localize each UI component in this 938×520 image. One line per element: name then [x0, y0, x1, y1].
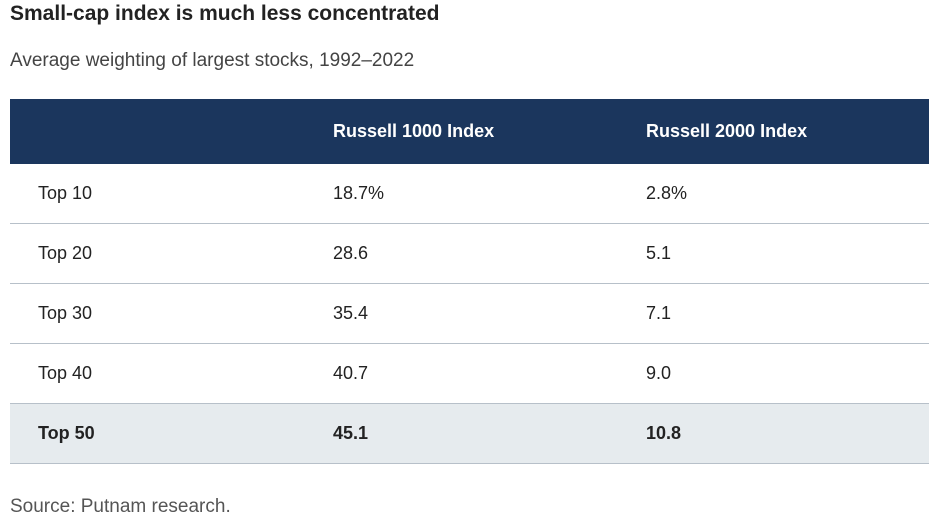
- chart-subtitle: Average weighting of largest stocks, 199…: [10, 50, 415, 71]
- table-body: Top 10 18.7% 2.8% Top 20 28.6 5.1 Top 30…: [10, 164, 929, 464]
- header-cell-russell-1000: Russell 1000 Index: [333, 99, 646, 164]
- header-cell-russell-2000: Russell 2000 Index: [646, 99, 929, 164]
- source-note: Source: Putnam research.: [10, 496, 231, 517]
- cell-russell-1000: 45.1: [333, 403, 646, 464]
- cell-russell-2000: 2.8%: [646, 164, 929, 224]
- cell-russell-1000: 40.7: [333, 343, 646, 404]
- cell-russell-2000: 9.0: [646, 343, 929, 404]
- header-row: Russell 1000 Index Russell 2000 Index: [10, 99, 929, 164]
- table-header: Russell 1000 Index Russell 2000 Index: [10, 99, 929, 164]
- table-row: Top 20 28.6 5.1: [10, 223, 929, 284]
- row-label: Top 50: [10, 403, 333, 464]
- header-cell-label: [10, 99, 333, 164]
- concentration-table: Russell 1000 Index Russell 2000 Index To…: [10, 99, 929, 464]
- table-row: Top 30 35.4 7.1: [10, 283, 929, 344]
- table-row: Top 10 18.7% 2.8%: [10, 164, 929, 224]
- cell-russell-2000: 10.8: [646, 403, 929, 464]
- row-label: Top 40: [10, 343, 333, 404]
- cell-russell-1000: 28.6: [333, 223, 646, 284]
- cell-russell-2000: 7.1: [646, 283, 929, 344]
- cell-russell-2000: 5.1: [646, 223, 929, 284]
- row-label: Top 10: [10, 164, 333, 224]
- table-row-total: Top 50 45.1 10.8: [10, 403, 929, 464]
- row-label: Top 30: [10, 283, 333, 344]
- cell-russell-1000: 35.4: [333, 283, 646, 344]
- table-row: Top 40 40.7 9.0: [10, 343, 929, 404]
- cell-russell-1000: 18.7%: [333, 164, 646, 224]
- row-label: Top 20: [10, 223, 333, 284]
- chart-title: Small-cap index is much less concentrate…: [10, 2, 440, 25]
